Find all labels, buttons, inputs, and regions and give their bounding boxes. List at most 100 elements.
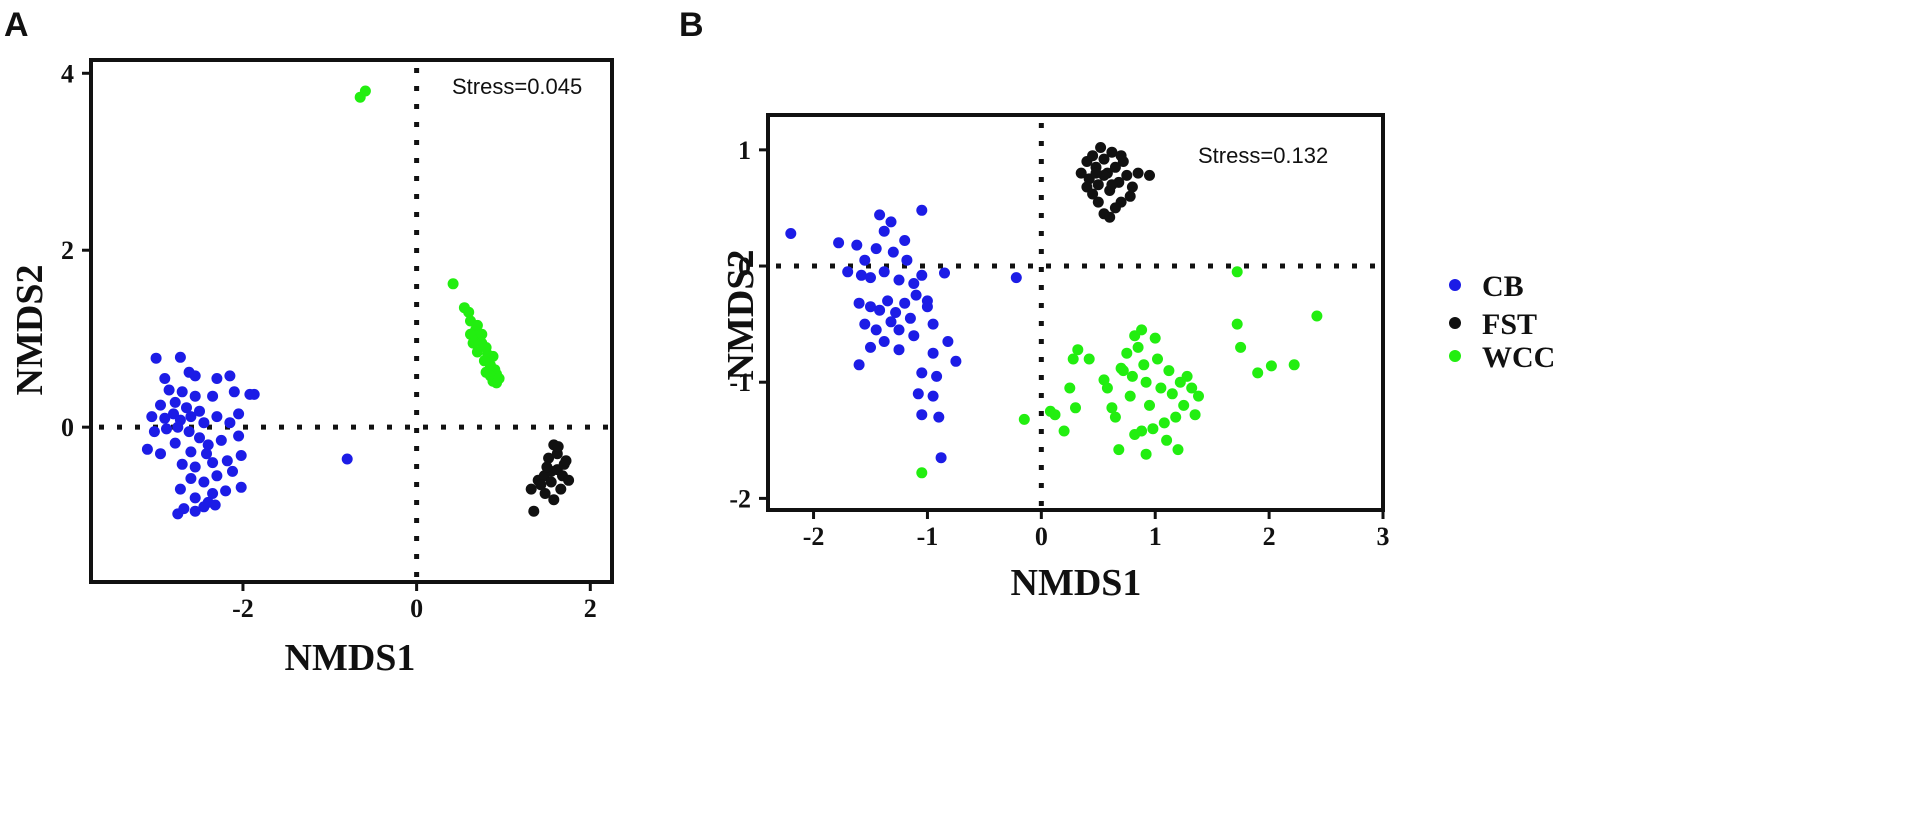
data-point-wcc xyxy=(467,337,479,349)
panel-b-y-tick-label: -1 xyxy=(729,368,751,397)
data-point-cb xyxy=(194,405,205,417)
data-point-wcc xyxy=(1231,318,1243,330)
data-point-fst xyxy=(1132,167,1144,179)
data-point-cb xyxy=(899,297,911,309)
data-point-cb xyxy=(916,409,928,421)
data-point-cb xyxy=(859,254,871,266)
data-point-wcc xyxy=(1121,347,1133,359)
data-point-cb xyxy=(882,295,894,307)
data-point-cb xyxy=(939,267,950,279)
data-point-fst xyxy=(1098,153,1110,165)
data-point-cb xyxy=(176,386,188,398)
data-point-cb xyxy=(885,216,897,228)
data-point-wcc xyxy=(1109,411,1121,423)
data-point-wcc xyxy=(1265,360,1277,372)
data-point-cb xyxy=(874,209,886,221)
panel-b-plot-frame xyxy=(766,113,1385,512)
legend-item-wcc: WCC xyxy=(1449,341,1555,374)
data-point-cb xyxy=(912,388,924,400)
legend-label-fst: FST xyxy=(1482,308,1537,341)
data-point-wcc xyxy=(1193,390,1204,402)
panel-a-stress-annotation: Stress=0.045 xyxy=(452,74,582,99)
data-point-cb xyxy=(1010,272,1022,284)
data-point-cb xyxy=(899,235,911,246)
data-point-cb xyxy=(176,458,188,470)
data-point-wcc xyxy=(1101,382,1113,394)
data-point-cb xyxy=(174,483,186,495)
data-point-cb xyxy=(224,417,236,429)
data-point-cb xyxy=(933,411,945,423)
panel-b-x-tick-label: 3 xyxy=(1377,522,1390,551)
legend-marker-wcc xyxy=(1449,350,1461,362)
data-point-wcc xyxy=(1064,382,1076,394)
data-point-cb xyxy=(202,439,214,451)
data-point-fst xyxy=(528,505,540,517)
data-point-wcc xyxy=(1155,382,1167,394)
panel-b-stress-annotation: Stress=0.132 xyxy=(1198,143,1328,168)
data-point-wcc xyxy=(1072,344,1084,356)
data-point-wcc xyxy=(1124,390,1136,402)
data-point-cb xyxy=(174,351,186,363)
data-point-fst xyxy=(1121,169,1133,181)
data-point-wcc xyxy=(1288,359,1300,371)
data-point-cb xyxy=(207,488,219,499)
data-point-cb xyxy=(189,505,201,517)
data-point-cb xyxy=(189,461,201,473)
data-point-cb xyxy=(893,324,905,336)
data-point-cb xyxy=(228,386,240,398)
data-point-fst xyxy=(545,476,557,488)
data-point-fst xyxy=(1126,181,1138,193)
panel-a-x-axis-title: NMDS1 xyxy=(285,637,416,679)
data-point-cb xyxy=(904,312,916,324)
data-point-cb xyxy=(833,237,845,249)
data-point-cb xyxy=(211,470,223,482)
data-point-cb xyxy=(159,412,171,424)
data-point-cb xyxy=(851,239,863,251)
data-point-cb xyxy=(878,225,890,237)
data-point-cb xyxy=(159,373,171,384)
data-point-fst xyxy=(555,483,567,495)
panel-a-y-tick-label: 2 xyxy=(61,236,74,265)
data-point-cb xyxy=(201,448,212,460)
data-point-wcc xyxy=(1252,367,1264,379)
data-point-cb xyxy=(163,384,175,396)
data-point-wcc xyxy=(1166,388,1178,400)
data-point-fst xyxy=(552,441,564,453)
data-point-cb xyxy=(921,295,933,307)
data-point-cb xyxy=(893,274,905,286)
legend-marker-cb xyxy=(1449,279,1461,291)
data-point-wcc xyxy=(1170,411,1182,423)
data-point-fst xyxy=(1109,161,1121,173)
data-point-cb xyxy=(916,269,928,281)
data-point-cb xyxy=(910,289,922,301)
data-point-cb xyxy=(172,421,184,433)
data-point-wcc xyxy=(1126,370,1138,382)
data-point-wcc xyxy=(359,85,371,97)
panel-a-points xyxy=(141,85,575,520)
data-point-wcc xyxy=(1158,417,1170,429)
data-point-fst xyxy=(1075,167,1087,179)
panel-b-y-tick-label: -2 xyxy=(729,484,751,513)
data-point-cb xyxy=(189,492,201,504)
data-point-cb xyxy=(227,465,238,477)
data-point-cb xyxy=(927,318,939,330)
data-point-cb xyxy=(235,450,247,461)
data-point-fst xyxy=(1144,169,1155,181)
data-point-cb xyxy=(908,330,920,342)
panel-a-plot-frame xyxy=(89,58,614,584)
panel-b-x-tick-label: -1 xyxy=(917,522,939,551)
data-point-fst xyxy=(548,494,560,506)
data-point-cb xyxy=(785,228,797,239)
data-point-fst xyxy=(541,461,553,473)
data-point-wcc xyxy=(1113,444,1125,456)
data-point-wcc xyxy=(1149,332,1161,344)
data-point-fst xyxy=(560,455,572,467)
data-point-cb xyxy=(169,437,181,449)
panel-a-y-axis-title: NMDS2 xyxy=(9,265,51,396)
data-point-wcc xyxy=(916,467,928,479)
data-point-cb xyxy=(185,473,197,484)
data-point-fst xyxy=(1106,179,1118,191)
data-point-wcc xyxy=(1058,425,1070,437)
data-point-cb xyxy=(927,347,939,359)
